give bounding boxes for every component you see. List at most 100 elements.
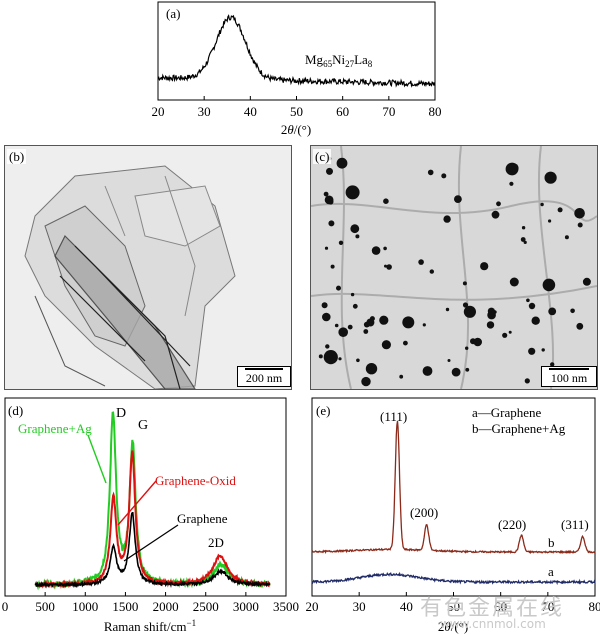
nanoparticle bbox=[509, 181, 514, 186]
nanoparticle bbox=[557, 207, 563, 213]
nanoparticle bbox=[509, 163, 519, 173]
nanoparticle bbox=[318, 354, 323, 359]
nanoparticle bbox=[345, 185, 360, 200]
nanoparticle bbox=[355, 234, 360, 239]
nanoparticle bbox=[496, 201, 501, 207]
nanoparticle bbox=[334, 323, 339, 328]
panel-a-xrd-chart: (a) Mg65Ni27La8 20 30 40 50 60 70 80 2θ/(°) bbox=[152, 1, 442, 137]
nanoparticle bbox=[462, 302, 469, 308]
nanoparticle bbox=[369, 316, 375, 322]
nanoparticle bbox=[350, 224, 360, 234]
peak-label-200: (200) bbox=[410, 505, 438, 520]
panel-e-x-axis-label: 2θ/(°) bbox=[438, 619, 468, 634]
panel-a-sample-label: Mg65Ni27La8 bbox=[305, 52, 373, 69]
arrow-graphene-ag bbox=[87, 434, 107, 484]
x-tick-label: 60 bbox=[494, 599, 507, 614]
panel-c-scale-label: 100 nm bbox=[550, 371, 588, 385]
panel-a-label: (a) bbox=[166, 6, 180, 21]
watermark-cn: 有色金属在线 bbox=[420, 596, 565, 621]
nanoparticle bbox=[325, 344, 330, 349]
nanoparticle bbox=[548, 307, 557, 316]
nanoparticle bbox=[465, 346, 469, 350]
nanoparticle bbox=[330, 264, 335, 269]
panel-c-label: (c) bbox=[313, 149, 332, 164]
nanoparticle bbox=[365, 363, 378, 375]
panel-a-xrd-curve bbox=[157, 14, 436, 88]
nanoparticle bbox=[363, 329, 369, 334]
nanoparticle bbox=[465, 367, 470, 372]
panel-c-scale-bar: 100 nm bbox=[541, 366, 597, 387]
nanoparticle bbox=[541, 348, 545, 352]
nanoparticle bbox=[491, 210, 500, 219]
nanoparticle bbox=[582, 277, 591, 286]
nanoparticle bbox=[540, 202, 544, 207]
peak-label-311: (311) bbox=[561, 517, 589, 532]
nanoparticle bbox=[338, 240, 344, 245]
nanoparticle bbox=[381, 340, 391, 350]
nanoparticle bbox=[347, 324, 353, 330]
nanoparticle bbox=[544, 171, 557, 184]
watermark-url: www.cnnmol.com bbox=[440, 617, 546, 631]
panel-e-label: (e) bbox=[316, 403, 330, 418]
nanoparticle bbox=[328, 220, 335, 227]
nanoparticle bbox=[508, 330, 512, 334]
nanoparticle bbox=[451, 367, 461, 377]
panel-b-graphene-sheet bbox=[5, 146, 291, 389]
nanoparticle bbox=[486, 321, 495, 329]
x-tick-label: 80 bbox=[589, 599, 600, 614]
nanoparticle bbox=[338, 357, 342, 361]
legend-a: a—Graphene bbox=[472, 405, 542, 420]
annotation-D: D bbox=[116, 406, 126, 421]
nanoparticle bbox=[520, 237, 526, 242]
nanoparticle bbox=[383, 198, 389, 204]
nanoparticle bbox=[462, 281, 467, 286]
nanoparticle bbox=[480, 262, 489, 271]
nanoparticle bbox=[321, 302, 328, 309]
nanoparticle bbox=[574, 208, 585, 219]
panel-b-tem-image: (b) 200 nm bbox=[4, 145, 292, 390]
legend-b: b—Graphene+Ag bbox=[472, 421, 566, 436]
nanoparticle bbox=[338, 327, 348, 337]
x-tick-label: 80 bbox=[429, 104, 442, 119]
nanoparticle bbox=[386, 264, 392, 270]
nanoparticle bbox=[576, 322, 584, 330]
x-tick-label: 1500 bbox=[112, 599, 138, 614]
nanoparticle bbox=[564, 235, 569, 240]
x-tick-label: 50 bbox=[447, 599, 460, 614]
panel-c-tem-image: (c) 100 nm bbox=[310, 145, 598, 390]
nanoparticle bbox=[326, 167, 333, 175]
nanoparticle bbox=[352, 303, 358, 309]
nanoparticle bbox=[422, 323, 426, 327]
nanoparticle bbox=[379, 315, 389, 325]
nanoparticle bbox=[383, 246, 387, 251]
x-tick-label: 3500 bbox=[273, 599, 299, 614]
curve-label-a: a bbox=[548, 564, 554, 579]
x-tick-label: 20 bbox=[306, 599, 319, 614]
nanoparticle bbox=[473, 337, 482, 347]
nanoparticle bbox=[521, 226, 526, 230]
nanoparticle bbox=[487, 307, 495, 315]
panel-e-xrd-chart: (e) a—Graphene b—Graphene+Ag (111) (200)… bbox=[306, 397, 600, 634]
panel-a-frame bbox=[157, 1, 436, 101]
nanoparticle bbox=[570, 308, 575, 314]
nanoparticle bbox=[548, 219, 552, 223]
nanoparticle bbox=[523, 240, 527, 244]
panel-b-scale-bar: 200 nm bbox=[237, 366, 291, 387]
nanoparticle bbox=[402, 316, 415, 329]
xrd-graphene-ag-curve bbox=[311, 420, 596, 555]
annotation-graphene-oxid: Graphene-Oxid bbox=[155, 473, 236, 488]
peak-label-111: (111) bbox=[380, 409, 407, 424]
peak-label-220: (220) bbox=[498, 517, 526, 532]
panel-d-frame bbox=[4, 397, 287, 597]
nanoparticle bbox=[463, 305, 476, 318]
nanoparticle bbox=[550, 362, 555, 367]
nanoparticle bbox=[336, 285, 341, 291]
nanoparticle bbox=[445, 307, 450, 312]
nanoparticle bbox=[509, 277, 519, 287]
panel-e-x-axis: 20 30 40 50 60 70 80 bbox=[306, 592, 600, 614]
nanoparticle bbox=[454, 195, 462, 203]
nanoparticle bbox=[422, 366, 433, 376]
nanoparticle bbox=[441, 173, 447, 179]
nanoparticle bbox=[443, 215, 451, 223]
nanoparticle bbox=[429, 269, 434, 274]
